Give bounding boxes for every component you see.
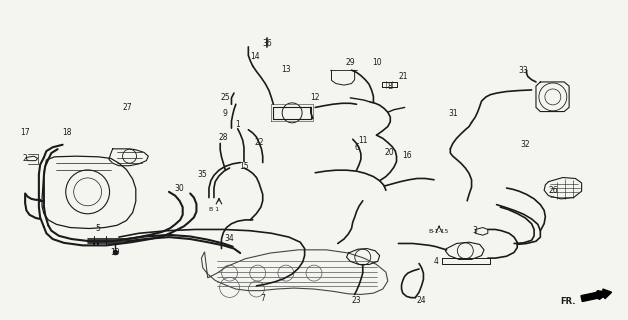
Text: 14: 14 — [250, 52, 259, 61]
Text: 27: 27 — [123, 103, 133, 112]
Text: 24: 24 — [417, 296, 426, 305]
FancyArrow shape — [581, 289, 612, 301]
Text: 33: 33 — [519, 66, 528, 75]
Text: 22: 22 — [254, 138, 264, 147]
Text: 36: 36 — [263, 39, 272, 48]
Text: 25: 25 — [220, 93, 230, 102]
Text: 9: 9 — [223, 109, 227, 118]
Text: 23: 23 — [352, 296, 361, 305]
Text: 13: 13 — [281, 65, 291, 74]
Text: 29: 29 — [345, 58, 355, 67]
Text: 30: 30 — [175, 184, 185, 193]
Text: 8: 8 — [388, 82, 392, 91]
Text: 12: 12 — [310, 93, 320, 102]
Text: 34: 34 — [225, 234, 234, 243]
Text: 21: 21 — [398, 72, 408, 81]
Text: 2: 2 — [23, 154, 28, 163]
Text: 31: 31 — [448, 109, 458, 118]
Text: 15: 15 — [239, 162, 249, 171]
Text: 1: 1 — [236, 120, 240, 130]
Text: 4: 4 — [433, 258, 438, 267]
Text: 26: 26 — [548, 186, 558, 195]
Text: 20: 20 — [384, 148, 394, 156]
Text: 11: 11 — [358, 136, 367, 145]
Text: 16: 16 — [402, 151, 411, 160]
Text: 32: 32 — [521, 140, 530, 148]
Text: 28: 28 — [219, 133, 228, 142]
Text: 18: 18 — [62, 128, 72, 137]
Text: 5: 5 — [96, 224, 100, 233]
Text: 17: 17 — [20, 128, 30, 137]
Text: 6: 6 — [354, 143, 359, 152]
Text: 10: 10 — [372, 58, 381, 67]
Text: FR.: FR. — [560, 297, 576, 306]
Text: 35: 35 — [198, 170, 208, 179]
Text: B 1: B 1 — [209, 207, 219, 212]
Text: 3: 3 — [473, 226, 478, 235]
Text: 7: 7 — [260, 294, 265, 303]
Text: 19: 19 — [111, 248, 120, 257]
Text: B-1-15: B-1-15 — [429, 229, 449, 234]
